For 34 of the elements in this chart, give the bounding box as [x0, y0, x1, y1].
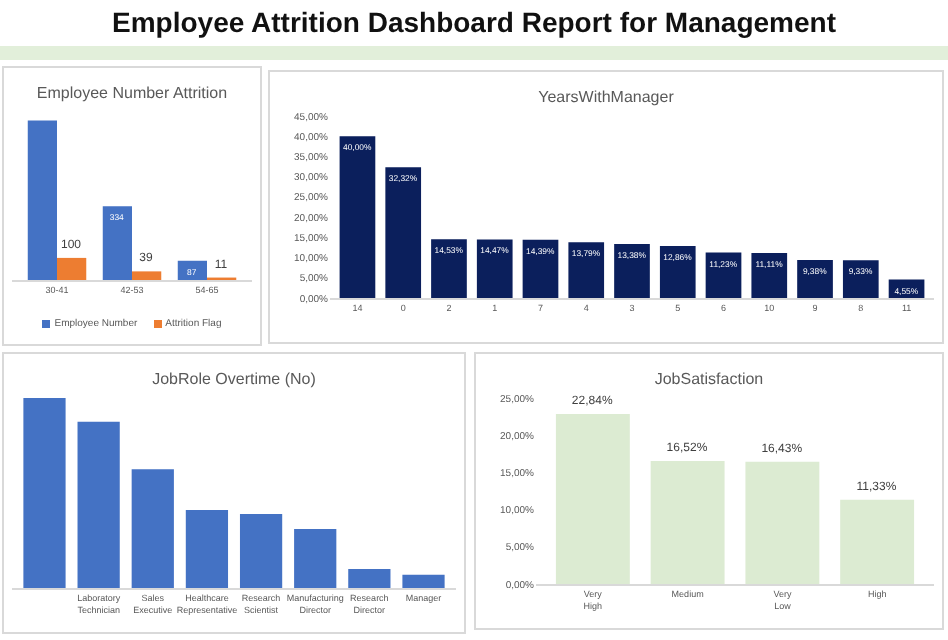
bar	[705, 252, 742, 298]
bar	[840, 499, 915, 584]
bar	[185, 510, 229, 588]
chart-title: YearsWithManager	[538, 88, 675, 107]
bar	[431, 239, 467, 298]
chart-title: Employee Number Attrition	[36, 84, 228, 103]
chart-title: JobRole Overtime (No)	[152, 370, 317, 389]
bar	[131, 469, 174, 588]
bar	[385, 167, 422, 298]
bar	[294, 529, 337, 588]
bar	[23, 398, 66, 588]
bar	[555, 414, 630, 584]
bar	[177, 260, 207, 280]
bar	[132, 271, 162, 280]
bar	[614, 243, 650, 298]
bar	[659, 245, 696, 298]
bar	[27, 120, 57, 280]
bar	[745, 461, 820, 584]
text: Employee Attrition Dashboard Report for Management	[110, 4, 838, 42]
bar	[751, 253, 788, 298]
bar	[339, 136, 376, 298]
bar	[402, 574, 445, 588]
bar	[568, 242, 605, 298]
bar	[522, 239, 559, 298]
bar	[842, 260, 879, 298]
bar	[348, 569, 391, 588]
bar	[797, 260, 833, 298]
bar	[239, 513, 283, 588]
bar	[476, 239, 513, 298]
bar	[102, 206, 132, 280]
chart-title: JobSatisfaction	[654, 370, 764, 389]
bar	[57, 257, 87, 280]
bar	[77, 421, 120, 588]
bar	[650, 461, 725, 584]
